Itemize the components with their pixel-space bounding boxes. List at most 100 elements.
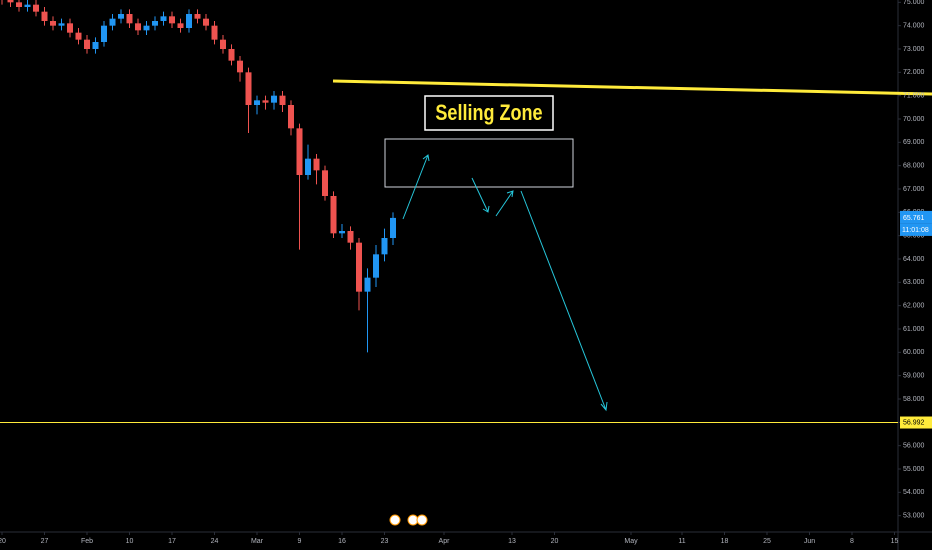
y-tick-label: 72.000 xyxy=(903,69,925,76)
y-tick-label: 56.000 xyxy=(903,443,925,450)
y-tick-label: 54.000 xyxy=(903,489,925,496)
candle-body xyxy=(126,14,133,24)
countdown-label: 11:01:08 xyxy=(902,227,929,234)
y-tick-label: 69.000 xyxy=(903,139,925,146)
x-tick-label: Apr xyxy=(439,538,451,545)
candle-body xyxy=(271,95,277,103)
y-tick-label: 68.000 xyxy=(903,163,925,170)
candle-body xyxy=(288,105,294,129)
candle-body xyxy=(305,158,311,175)
candle-body xyxy=(7,0,14,3)
candle-body xyxy=(237,60,243,73)
candle-body xyxy=(339,231,345,234)
y-tick-label: 59.000 xyxy=(903,373,925,380)
candle-body xyxy=(50,21,56,26)
y-tick-label: 71.000 xyxy=(903,93,925,100)
y-tick-label: 60.000 xyxy=(903,349,925,356)
x-tick-label: 20 xyxy=(0,538,6,545)
candle-body xyxy=(67,23,73,33)
candle-body xyxy=(296,128,303,175)
candle-body xyxy=(24,4,31,7)
y-tick-label: 73.000 xyxy=(903,46,925,53)
y-tick-label: 62.000 xyxy=(903,303,925,310)
x-tick-label: 15 xyxy=(891,538,899,545)
candle-body xyxy=(330,196,337,234)
arrow xyxy=(402,154,430,220)
candle-body xyxy=(143,25,150,31)
y-tick-label: 55.000 xyxy=(903,466,925,473)
candle-body xyxy=(203,18,209,26)
x-tick-label: 25 xyxy=(763,538,771,545)
arrow xyxy=(520,190,608,412)
candle-body xyxy=(347,231,354,243)
candle-body xyxy=(92,42,99,49)
y-tick-label: 64.000 xyxy=(903,256,925,263)
candle-body xyxy=(75,32,82,40)
candle-body xyxy=(322,170,328,196)
x-tick-label: Jun xyxy=(804,538,815,545)
candle-body xyxy=(381,238,388,255)
candle-body xyxy=(228,49,235,61)
candle-body xyxy=(211,25,218,40)
level-box xyxy=(900,416,932,429)
candle-body xyxy=(194,14,201,19)
candle-body xyxy=(177,23,184,28)
x-tick-label: 18 xyxy=(721,538,729,545)
annotation-text: Selling Zone xyxy=(435,101,542,125)
candle-body xyxy=(135,23,141,31)
selling-zone-box xyxy=(384,138,574,188)
arrow xyxy=(495,190,514,217)
candle-body xyxy=(152,21,158,26)
candle-body xyxy=(16,2,22,8)
x-tick-label: 9 xyxy=(298,538,302,545)
candle-body xyxy=(279,95,286,105)
x-tick-label: 27 xyxy=(41,538,49,545)
candle-body xyxy=(160,16,167,21)
x-tick-label: 24 xyxy=(211,538,219,545)
arrow xyxy=(471,177,490,213)
countdown-box xyxy=(900,223,932,236)
candle-body xyxy=(101,25,107,42)
candle-body xyxy=(58,23,65,26)
y-tick-label: 74.000 xyxy=(903,23,925,30)
candle-body xyxy=(254,100,260,105)
x-tick-label: 23 xyxy=(381,538,389,545)
last-price-label: 65.761 xyxy=(903,215,925,222)
y-tick-label: 53.000 xyxy=(903,513,925,520)
candle-body xyxy=(245,72,252,105)
trend-line xyxy=(332,79,932,96)
candle-body xyxy=(390,217,396,238)
candle-body xyxy=(313,158,320,171)
candle-body xyxy=(356,242,362,292)
y-tick-label: 67.000 xyxy=(903,186,925,193)
event-icon xyxy=(416,514,428,526)
y-tick-label: 75.000 xyxy=(903,0,925,6)
annotation-box xyxy=(424,95,554,131)
y-tick-label: 63.000 xyxy=(903,279,925,286)
x-tick-label: 10 xyxy=(126,538,134,545)
x-tick-label: 20 xyxy=(551,538,559,545)
y-tick-label: 58.000 xyxy=(903,396,925,403)
y-tick-label: 70.000 xyxy=(903,116,925,123)
candles xyxy=(1,0,396,353)
candle-body xyxy=(364,277,371,292)
event-icon xyxy=(389,514,401,526)
candle-body xyxy=(220,39,226,49)
x-tick-label: 11 xyxy=(678,538,685,545)
candle-body xyxy=(262,100,269,103)
candle-body xyxy=(373,254,379,278)
x-tick-label: Feb xyxy=(81,538,93,545)
y-tick-label: 65.000 xyxy=(903,233,925,240)
candle-body xyxy=(186,14,192,28)
last-price-box xyxy=(900,210,932,224)
x-tick-label: 17 xyxy=(168,538,176,545)
x-tick-label: 13 xyxy=(508,538,516,545)
x-tick-label: Mar xyxy=(251,538,264,545)
candle-body xyxy=(41,11,48,21)
candle-body xyxy=(169,16,175,24)
candle-body xyxy=(33,4,39,12)
candle-body xyxy=(109,18,116,26)
x-tick-label: May xyxy=(624,538,638,545)
arrows xyxy=(402,154,608,412)
